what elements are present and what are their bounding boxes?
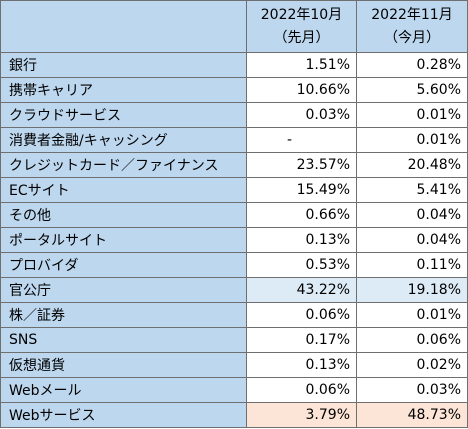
oct-value: 23.57%	[246, 152, 357, 178]
row-label: Webメール	[0, 377, 247, 403]
table-row: プロバイダ 0.53% 0.11%	[0, 252, 468, 278]
row-label: SNS	[0, 327, 247, 353]
oct-value: 0.13%	[246, 352, 357, 378]
nov-value: 5.41%	[356, 177, 468, 203]
row-label: 消費者金融/キャッシング	[0, 127, 247, 153]
nov-value: 0.06%	[356, 327, 468, 353]
header-corner-cell	[0, 0, 247, 53]
row-label: 官公庁	[0, 277, 247, 303]
oct-value: 0.53%	[246, 252, 357, 278]
oct-value: 0.66%	[246, 202, 357, 228]
nov-value: 19.18%	[356, 277, 468, 303]
oct-value: 0.06%	[246, 302, 357, 328]
column-header-nov: 2022年11月 （今月）	[356, 0, 468, 53]
oct-value: 0.06%	[246, 377, 357, 403]
row-label: プロバイダ	[0, 252, 247, 278]
nov-value: 0.28%	[356, 52, 468, 78]
column-header-nov-note: （今月）	[384, 29, 440, 46]
oct-value: -	[246, 127, 357, 153]
oct-value: 15.49%	[246, 177, 357, 203]
nov-value: 0.04%	[356, 202, 468, 228]
table-row: その他 0.66% 0.04%	[0, 202, 468, 228]
row-label: ポータルサイト	[0, 227, 247, 253]
table-row: 銀行 1.51% 0.28%	[0, 52, 468, 78]
table-row: SNS 0.17% 0.06%	[0, 327, 468, 353]
column-header-nov-date: 2022年11月	[371, 6, 453, 23]
nov-value: 0.03%	[356, 377, 468, 403]
table-row: ECサイト 15.49% 5.41%	[0, 177, 468, 203]
row-label: クレジットカード／ファイナンス	[0, 152, 247, 178]
table-row: Webサービス 3.79% 48.73%	[0, 402, 468, 428]
column-header-oct-note: （先月）	[273, 29, 330, 46]
row-label: 携帯キャリア	[0, 77, 247, 103]
column-header-oct-date: 2022年10月	[260, 6, 343, 23]
oct-value: 1.51%	[246, 52, 357, 78]
oct-value: 43.22%	[246, 277, 357, 303]
nov-value: 20.48%	[356, 152, 468, 178]
nov-value: 48.73%	[356, 402, 468, 428]
nov-value: 0.11%	[356, 252, 468, 278]
nov-value: 0.01%	[356, 302, 468, 328]
table-row: 消費者金融/キャッシング - 0.01%	[0, 127, 468, 153]
nov-value: 0.04%	[356, 227, 468, 253]
oct-value: 3.79%	[246, 402, 357, 428]
nov-value: 0.01%	[356, 102, 468, 128]
row-label: ECサイト	[0, 177, 247, 203]
oct-value: 0.13%	[246, 227, 357, 253]
oct-value: 10.66%	[246, 77, 357, 103]
header-row: 2022年10月 （先月） 2022年11月 （今月）	[0, 0, 468, 53]
table-row: 仮想通貨 0.13% 0.02%	[0, 352, 468, 378]
table-row: ポータルサイト 0.13% 0.04%	[0, 227, 468, 253]
row-label: クラウドサービス	[0, 102, 247, 128]
column-header-oct: 2022年10月 （先月）	[246, 0, 357, 53]
nov-value: 0.02%	[356, 352, 468, 378]
table-row: クラウドサービス 0.03% 0.01%	[0, 102, 468, 128]
table-row: 株／証券 0.06% 0.01%	[0, 302, 468, 328]
row-label: Webサービス	[0, 402, 247, 428]
table-row: Webメール 0.06% 0.03%	[0, 377, 468, 403]
nov-value: 5.60%	[356, 77, 468, 103]
table-row: 携帯キャリア 10.66% 5.60%	[0, 77, 468, 103]
row-label: 株／証券	[0, 302, 247, 328]
row-label: 仮想通貨	[0, 352, 247, 378]
row-label: 銀行	[0, 52, 247, 78]
nov-value: 0.01%	[356, 127, 468, 153]
oct-value: 0.17%	[246, 327, 357, 353]
table-row: クレジットカード／ファイナンス 23.57% 20.48%	[0, 152, 468, 178]
oct-value: 0.03%	[246, 102, 357, 128]
table-row: 官公庁 43.22% 19.18%	[0, 277, 468, 303]
row-label: その他	[0, 202, 247, 228]
